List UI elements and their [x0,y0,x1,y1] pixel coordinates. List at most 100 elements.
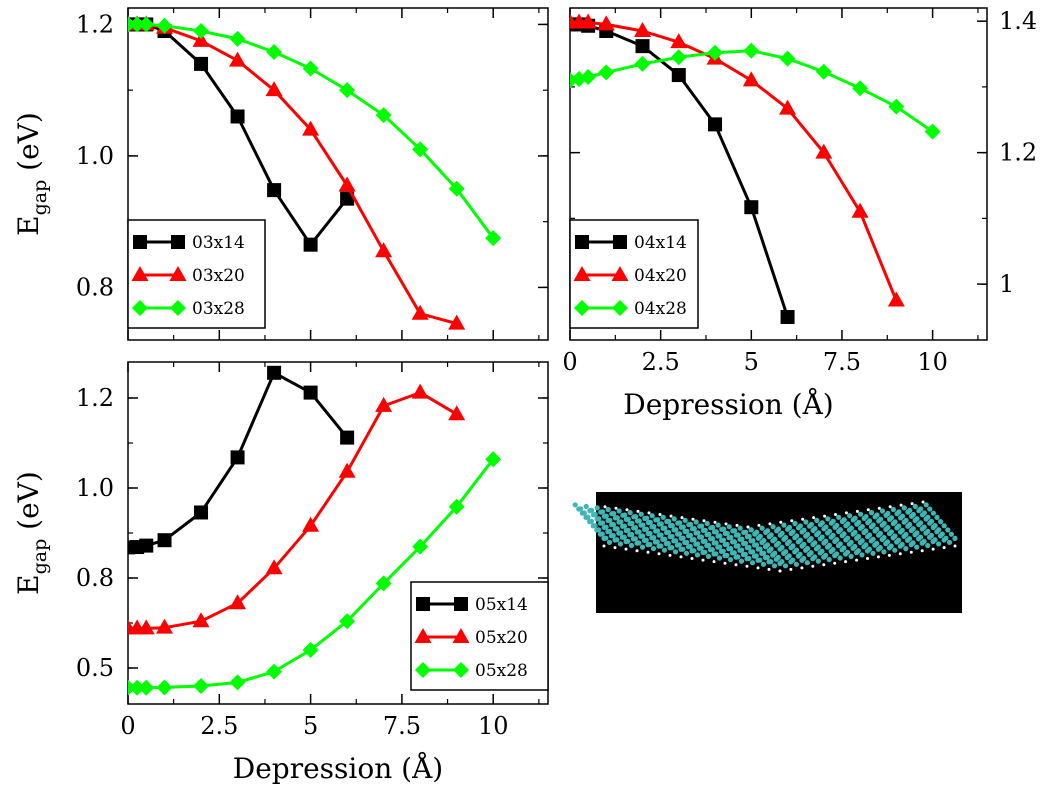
atom [808,536,814,542]
hydrogen-atom [823,514,827,518]
hydrogen-atom [888,505,892,509]
legend-marker [132,300,148,316]
atom [836,514,842,520]
atom [892,533,898,539]
atom [852,529,858,535]
atom [594,505,600,511]
data-point [411,383,429,399]
hydrogen-atom [866,557,869,560]
atom [910,540,916,546]
y-tick-label: 1.2 [999,139,1037,167]
atom [783,534,789,541]
atom [720,537,727,543]
atom [651,524,657,530]
atom [691,548,697,554]
atom [716,555,723,561]
legend: 04x14 04x20 04x28 [569,219,699,329]
hydrogen-atom [592,503,596,507]
data-point [815,63,832,80]
atom [925,528,931,534]
atom [845,521,851,527]
atom [665,529,672,535]
atom [848,525,855,531]
legend-marker [171,235,185,249]
atom [759,525,765,531]
atom [702,538,708,544]
y-tick-label: 0.5 [76,654,114,682]
atom [661,547,668,553]
atom [804,545,811,552]
atom [585,514,591,520]
data-point [129,16,146,33]
atom [863,542,869,548]
legend-label: 04x28 [634,299,687,319]
y-tick-label: 1.2 [76,384,114,412]
data-point [852,80,869,97]
atom [627,509,633,516]
atom [826,542,833,549]
atom [888,529,895,535]
atom [837,541,843,547]
atom [625,538,631,544]
atom [783,549,789,555]
x-tick-label: 2.5 [200,712,238,740]
atom [896,523,902,529]
atom [885,525,891,531]
atom [921,510,927,516]
data-point [635,39,650,54]
data-point [411,304,429,320]
data-point [815,143,833,159]
atom [669,533,675,540]
atom [945,527,951,533]
atom [728,545,734,552]
atom [812,540,818,546]
atom [914,530,920,536]
atom [633,514,639,520]
atom [680,535,686,541]
data-point [339,82,356,99]
data-point [230,109,245,124]
hydrogen-atom [646,550,650,554]
data-point [597,15,615,31]
hydrogen-atom [855,509,859,513]
series-05x14 [128,365,355,555]
legend-marker [169,266,187,281]
series-05x20 [128,383,466,635]
atom [808,550,814,556]
atom [914,516,920,522]
atom [596,527,602,533]
atom [890,506,897,513]
y-axis-title-unit: (eV) [12,471,45,539]
hydrogen-atom [701,558,705,562]
hydrogen-atom [931,547,935,551]
series-05x28 [128,451,502,696]
legend-label: 03x14 [192,233,245,253]
atom [724,552,730,559]
data-point [266,44,283,61]
atom [748,527,754,533]
data-point [598,64,615,81]
atom [684,539,690,545]
atom [903,517,909,523]
hydrogen-atom [844,560,848,564]
atom [826,528,833,534]
atom [797,537,803,543]
atom [676,542,682,548]
atom [848,539,854,545]
atom [790,529,796,535]
hydrogen-atom [735,523,739,527]
y-axis-title: Egap (eV) [12,471,51,595]
atom [852,515,858,521]
atom [881,549,887,555]
atom [614,526,620,532]
atom [847,513,853,519]
hydrogen-atom [953,544,957,548]
atom [753,542,760,548]
atom [932,523,938,529]
data-point [634,55,651,72]
atom [607,528,613,534]
atom [583,503,589,509]
y-axis-title-main: E [12,215,45,235]
legend-label: 04x20 [634,266,687,286]
data-point [302,642,319,658]
